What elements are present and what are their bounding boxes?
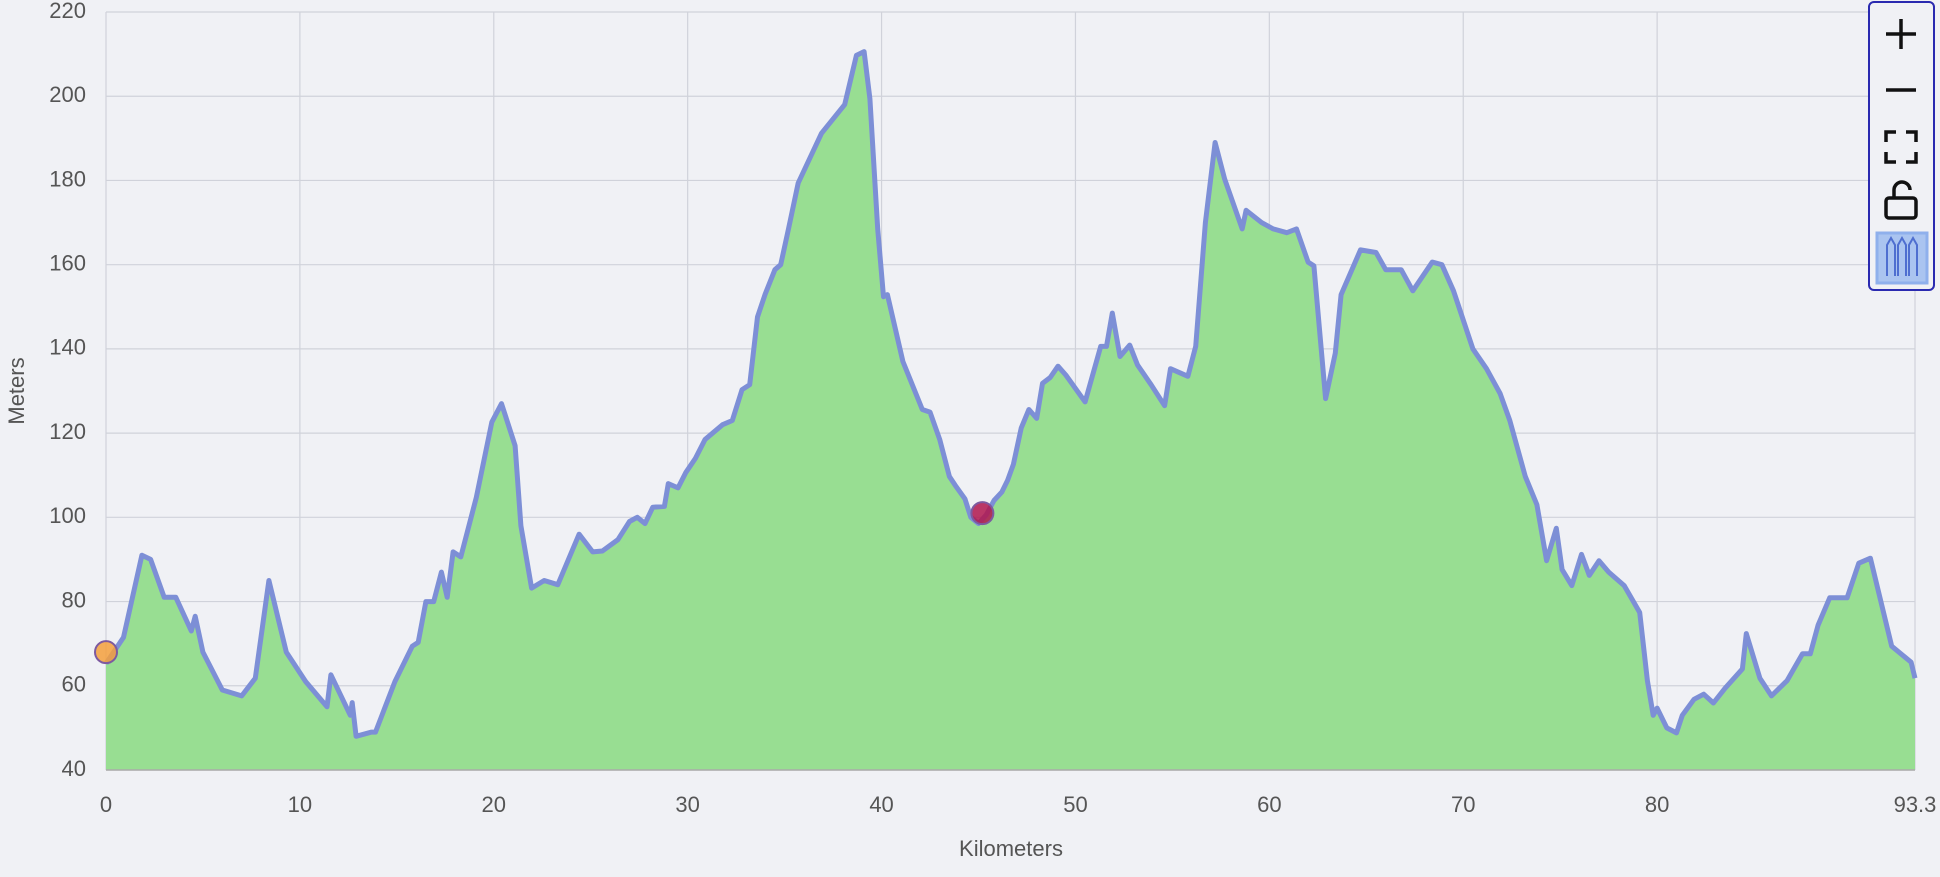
y-tick-label: 160 bbox=[49, 250, 86, 275]
y-tick-label: 140 bbox=[49, 335, 86, 360]
x-tick-label: 80 bbox=[1645, 792, 1669, 817]
layers-button[interactable] bbox=[1875, 231, 1929, 285]
y-tick-label: 200 bbox=[49, 82, 86, 107]
y-tick-label: 120 bbox=[49, 419, 86, 444]
x-tick-label: 30 bbox=[675, 792, 699, 817]
area-fill bbox=[106, 51, 1915, 771]
marker bbox=[94, 640, 118, 665]
x-tick-label: 20 bbox=[482, 792, 506, 817]
y-tick-label: 60 bbox=[62, 672, 86, 697]
y-axis-label: Meters bbox=[4, 357, 29, 424]
fullscreen-button[interactable] bbox=[1884, 130, 1918, 164]
lock-button[interactable] bbox=[1884, 180, 1918, 220]
x-tick-label: 60 bbox=[1257, 792, 1281, 817]
x-tick-label: 40 bbox=[869, 792, 893, 817]
y-tick-label: 100 bbox=[49, 503, 86, 528]
x-tick-label: 10 bbox=[288, 792, 312, 817]
controls-panel bbox=[1868, 1, 1935, 291]
marker bbox=[970, 501, 995, 526]
elevation-line bbox=[103, 49, 1918, 739]
x-tick-label: 50 bbox=[1063, 792, 1087, 817]
x-axis-label: Kilometers bbox=[959, 836, 1063, 861]
y-tick-label: 180 bbox=[49, 166, 86, 191]
x-tick-label: 70 bbox=[1451, 792, 1475, 817]
x-tick-label: 0 bbox=[100, 792, 112, 817]
y-tick-label: 80 bbox=[62, 587, 86, 612]
map-controls bbox=[1868, 1, 1935, 291]
zoom-in-button[interactable] bbox=[1886, 19, 1916, 49]
y-tick-label: 40 bbox=[62, 756, 86, 781]
x-tick-label: 93.3 bbox=[1894, 792, 1937, 817]
y-tick-label: 220 bbox=[49, 0, 86, 23]
